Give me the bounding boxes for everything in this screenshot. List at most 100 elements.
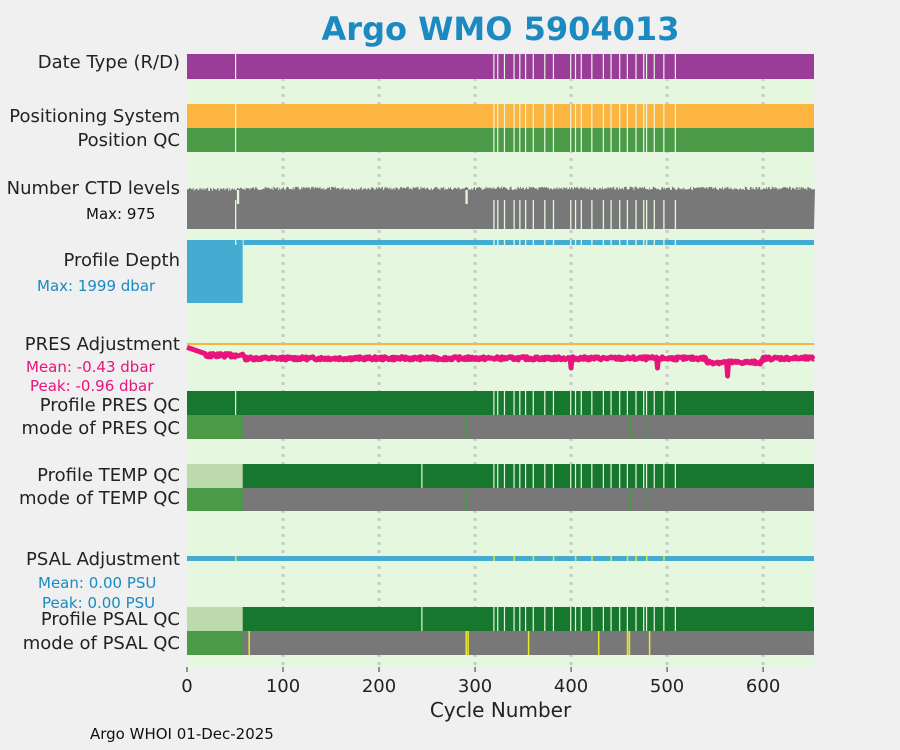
track-bar [187, 391, 814, 415]
track-gap [619, 128, 621, 152]
x-tick-label: 100 [266, 676, 300, 697]
track-gap [610, 391, 612, 415]
track-gap [619, 391, 621, 415]
mode-accent [629, 415, 632, 439]
ctd-gap [524, 200, 527, 229]
depth-gap [643, 240, 645, 245]
x-axis-label: Cycle Number [430, 698, 572, 722]
ctd-gap [497, 200, 499, 229]
depth-gap [610, 240, 612, 245]
mode-yellow-mark [628, 631, 631, 655]
track-gap [532, 104, 534, 128]
mode-bar [187, 415, 814, 439]
mode-good-segment [187, 631, 243, 655]
ctd-gap [570, 200, 572, 229]
track-gap [643, 391, 645, 415]
track-gap [580, 104, 582, 128]
track-gap [570, 54, 572, 79]
track-gap [552, 128, 555, 152]
track-gap [497, 128, 499, 152]
track-gap [544, 464, 546, 488]
track-gap [503, 464, 506, 488]
mode-accent [646, 415, 649, 439]
track-gap [503, 128, 506, 152]
ctd-gap [513, 200, 515, 229]
psal-mark [663, 556, 665, 561]
ctd-gap [602, 200, 605, 229]
depth-gap [619, 240, 621, 245]
track-gap [524, 104, 527, 128]
track-gap [610, 128, 612, 152]
label-ctd-levels: Number CTD levels [6, 178, 180, 199]
track-gap [544, 607, 546, 631]
psal-mark [513, 556, 515, 561]
mode-good-segment [187, 415, 243, 439]
track-gap [645, 464, 648, 488]
track-gap [591, 54, 593, 79]
track-gap [532, 391, 534, 415]
psal-mark [610, 556, 612, 561]
track-gap [570, 391, 572, 415]
track-gap [552, 104, 555, 128]
ctd-gap [610, 200, 612, 229]
track-gap [619, 54, 621, 79]
track-gap [544, 391, 546, 415]
profile-depth-shallow [187, 240, 243, 303]
track-bar [187, 464, 814, 488]
track-gap [513, 104, 515, 128]
depth-gap [591, 240, 593, 245]
depth-gap [519, 240, 521, 245]
track-gap [663, 128, 665, 152]
track-gap [602, 128, 604, 152]
track-gap [503, 54, 506, 79]
ctd-gap [235, 200, 237, 229]
track-gap [610, 464, 612, 488]
track-gap [626, 464, 628, 488]
track-gap [645, 607, 648, 631]
track-gap [643, 128, 645, 152]
psal-mean-label: Mean: 0.00 PSU [38, 574, 157, 592]
ctd-gap [493, 200, 495, 229]
track-gap [674, 391, 676, 415]
track-gap [580, 464, 582, 488]
mode-yellow-mark [248, 631, 250, 655]
ctd-gap [619, 200, 621, 229]
psal-mark [574, 556, 577, 561]
psal-mark [645, 556, 648, 561]
ctd-low-cycle [236, 190, 239, 204]
track-gap [602, 464, 604, 488]
label-profile-pres-qc: Profile PRES QC [39, 395, 180, 416]
track-gap [643, 104, 645, 128]
depth-gap [674, 240, 677, 245]
label-pres-adjustment: PRES Adjustment [24, 334, 180, 355]
track-gap [663, 391, 665, 415]
track-gap [635, 54, 637, 79]
track-gap [580, 391, 582, 415]
ctd-gap [626, 200, 629, 229]
track-gap [619, 104, 621, 128]
track-gap [653, 607, 655, 631]
mode-good-segment [187, 488, 243, 511]
track-gap [493, 104, 495, 128]
x-tick-label: 400 [554, 676, 588, 697]
track-gap [497, 104, 499, 128]
track-gap [493, 54, 495, 79]
ctd-gap [645, 200, 648, 229]
profile-depth-deep [243, 240, 814, 245]
track-gap [519, 104, 521, 128]
track-gap [626, 128, 628, 152]
track-gap [235, 391, 237, 415]
track-gap [591, 128, 593, 152]
track-gap [570, 128, 572, 152]
track-gap [532, 464, 534, 488]
track-gap [619, 607, 621, 631]
ctd-gap [503, 200, 506, 229]
track-gap [570, 607, 572, 631]
psal-peak-label: Peak: 0.00 PSU [42, 594, 156, 612]
pres-mean-label: Mean: -0.43 dbar [26, 358, 155, 376]
track-gap [497, 54, 499, 79]
depth-gap [663, 240, 665, 245]
ctd-max-label: Max: 975 [86, 205, 156, 223]
psal-adjustment-line [187, 556, 814, 561]
ctd-low-cycle [466, 190, 468, 204]
